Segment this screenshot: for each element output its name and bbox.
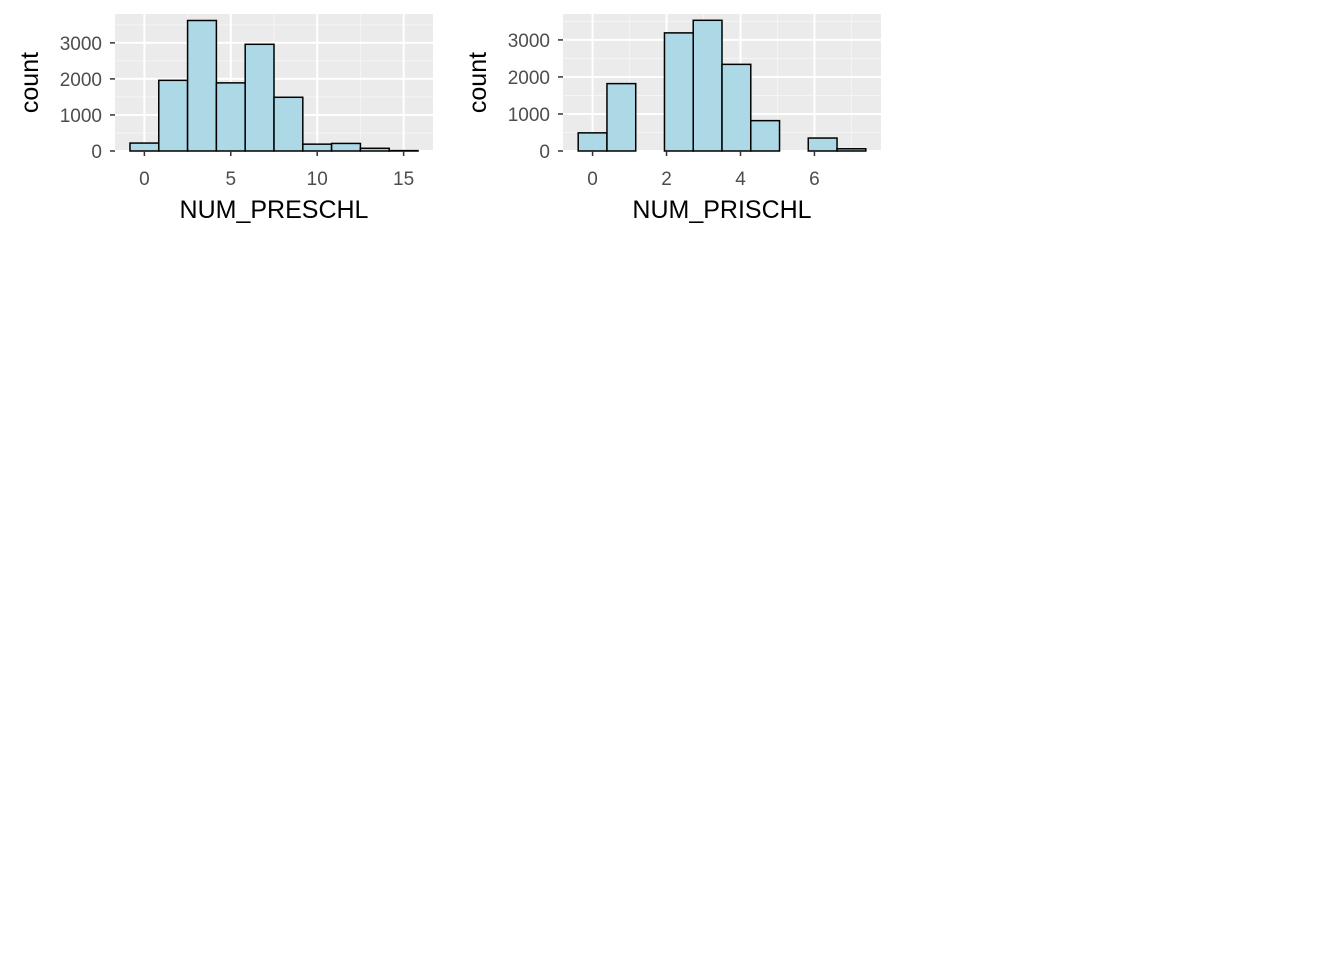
x-tick-label: 10: [307, 169, 328, 190]
y-tick-label: 2000: [60, 70, 102, 91]
y-tick-label: 2000: [508, 68, 550, 89]
y-axis-title: count: [16, 52, 44, 113]
histogram-bar: [129, 142, 160, 152]
histogram-bar: [663, 32, 694, 152]
y-tick-label: 1000: [60, 106, 102, 127]
histogram-bar: [692, 19, 723, 152]
histogram-num-preschl: 0 5 10 15 0 1000 2000 3000 NUM_PRESCHL count: [16, 14, 433, 224]
histogram-bar: [215, 82, 246, 152]
y-tick-label: 3000: [60, 34, 102, 55]
x-tick-label: 15: [393, 169, 414, 190]
y-tick-label: 1000: [508, 105, 550, 126]
histogram-bar: [302, 143, 333, 152]
histogram-bar: [750, 119, 781, 152]
histogram-bar: [606, 82, 637, 152]
x-axis-title: NUM_PRESCHL: [180, 196, 369, 224]
x-tick-label: 0: [139, 169, 150, 190]
y-tick-label: 3000: [508, 31, 550, 52]
y-tick-label: 0: [539, 142, 550, 163]
y-tick-label: 0: [91, 142, 102, 163]
x-tick-label: 2: [661, 169, 672, 190]
histogram-bar: [807, 137, 838, 152]
x-axis-title: NUM_PRISCHL: [632, 196, 811, 224]
y-axis-title: count: [464, 52, 492, 113]
x-tick-label: 0: [587, 169, 598, 190]
histogram-bar: [330, 142, 362, 152]
x-tick-label: 6: [809, 169, 820, 190]
histogram-bar: [721, 63, 752, 152]
histogram-bar: [158, 79, 189, 152]
histogram-bar: [273, 96, 304, 152]
histogram-bar: [359, 147, 390, 152]
histogram-bar: [577, 132, 608, 152]
histogram-bar: [244, 43, 275, 152]
histogram-num-prischl: 0 2 4 6 0 1000 2000 3000 NUM_PRISCHL count: [464, 14, 881, 224]
x-tick-label: 5: [226, 169, 237, 190]
x-tick-label: 4: [735, 169, 746, 190]
histogram-bar: [836, 148, 867, 152]
histogram-bar: [186, 19, 218, 152]
